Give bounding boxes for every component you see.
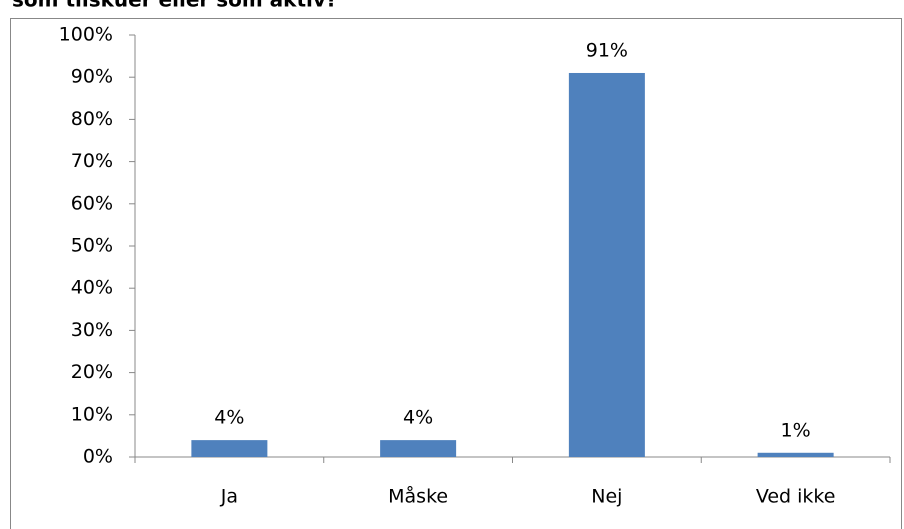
bar xyxy=(380,440,457,457)
bar xyxy=(191,440,268,457)
x-tick-label: Nej xyxy=(591,486,622,508)
bar xyxy=(568,72,645,457)
data-label: 91% xyxy=(586,39,628,61)
y-tick-label: 10% xyxy=(71,403,113,425)
y-tick-label: 90% xyxy=(71,66,113,88)
y-tick-label: 50% xyxy=(71,235,113,257)
data-label: 4% xyxy=(403,407,433,429)
x-tick-label: Måske xyxy=(388,485,448,508)
y-tick-label: 60% xyxy=(71,192,113,214)
x-tick-label: Ja xyxy=(220,486,238,508)
chart-title: som tilskuer eller som aktiv? xyxy=(12,0,338,12)
y-tick-label: 100% xyxy=(59,24,113,46)
y-tick-label: 30% xyxy=(71,319,113,341)
bar xyxy=(757,452,834,457)
y-tick-label: 40% xyxy=(71,277,113,299)
data-label: 1% xyxy=(781,419,811,441)
y-tick-label: 70% xyxy=(71,150,113,172)
x-tick-label: Ved ikke xyxy=(756,486,836,508)
y-tick-label: 20% xyxy=(71,361,113,383)
y-tick-label: 0% xyxy=(83,446,113,468)
data-label: 4% xyxy=(214,407,244,429)
y-tick-label: 80% xyxy=(71,108,113,130)
